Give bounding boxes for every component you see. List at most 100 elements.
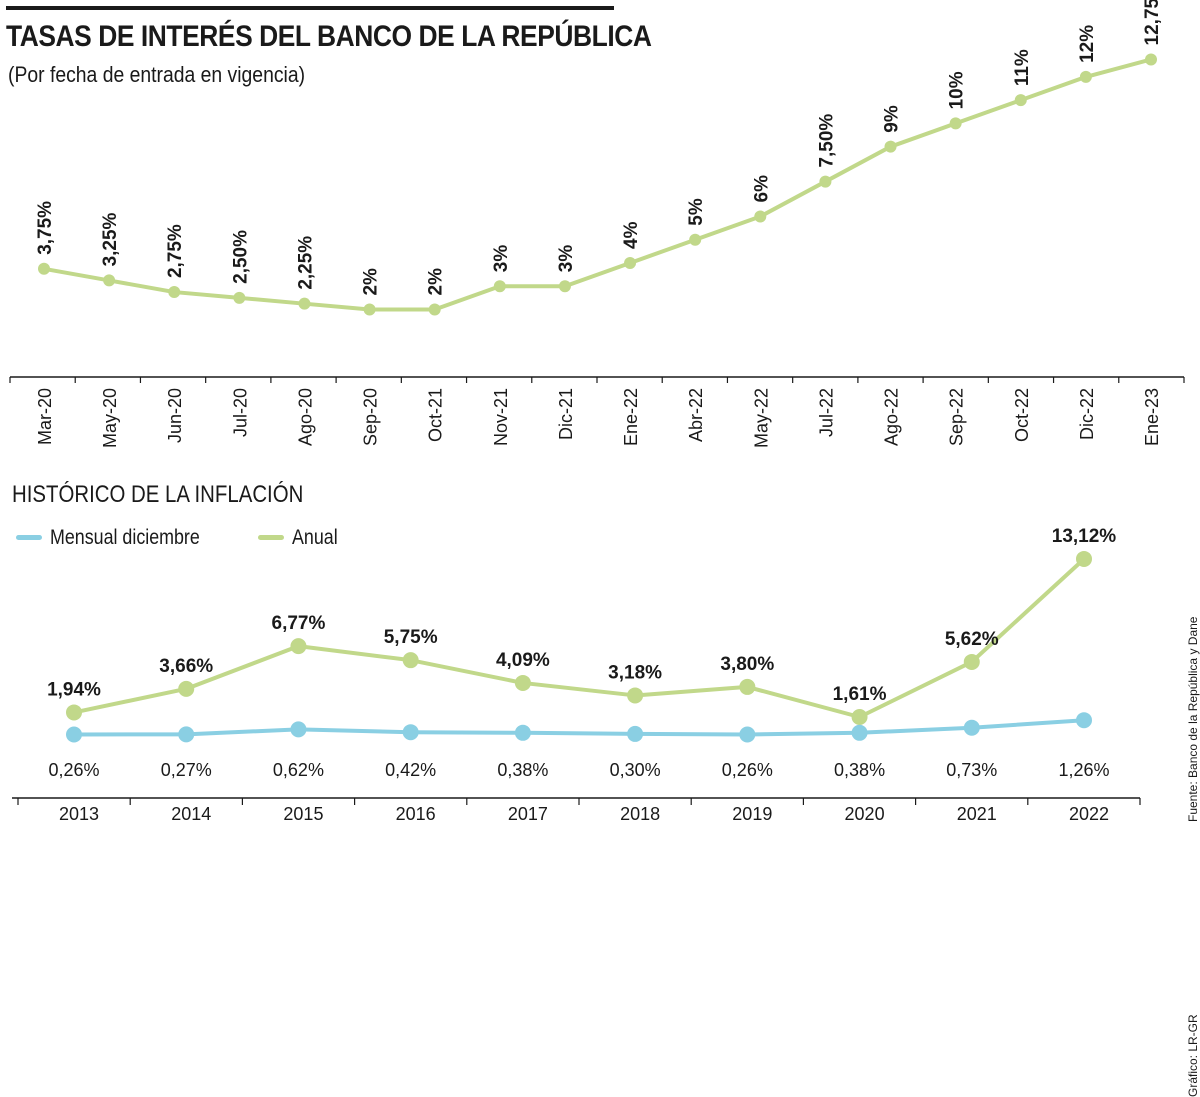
x-tick-label: May-22 — [751, 388, 771, 448]
rates-chart: 3,75% Mar-20 3,25% May-20 2,75% Jun-20 2,50% Ju… — [9, 0, 1185, 448]
rate-point — [428, 303, 441, 316]
anual-value-label: 13,12% — [1052, 526, 1117, 547]
legend-label-mensual: Mensual diciembre — [50, 525, 200, 549]
top-rule — [6, 6, 614, 10]
anual-point — [851, 709, 868, 725]
x-tick-label: Oct-21 — [426, 388, 446, 442]
x-tick-label: Abr-22 — [686, 388, 706, 442]
x-tick-label: 2021 — [957, 804, 997, 824]
rate-value-label: 11% — [1012, 49, 1033, 86]
mensual-value-label: 0,26% — [48, 760, 99, 780]
x-tick-label: Dic-21 — [556, 388, 576, 440]
mensual-point — [739, 726, 756, 743]
x-tick-label: Ene-22 — [621, 388, 641, 446]
rate-point — [558, 280, 571, 293]
x-tick-label: 2014 — [171, 804, 211, 824]
x-tick-label: Sep-20 — [361, 388, 381, 446]
legend: Mensual diciembre Anual — [16, 522, 372, 550]
rate-value-label: 4% — [621, 221, 642, 249]
mensual-line — [73, 718, 1085, 737]
rate-value-label: 2% — [361, 268, 382, 296]
inflation-title: HISTÓRICO DE LA INFLACIÓN — [12, 481, 304, 508]
rate-value-label: 7,50% — [816, 114, 837, 168]
rate-value-label: 10% — [947, 71, 968, 109]
x-tick-label: Mar-20 — [35, 388, 55, 445]
inflation-chart: 1,94% 3,66% 6,77% 5,75% 4,09% 3,18% 3,80% 1,61%… — [12, 526, 1141, 824]
rate-value-label: 2,50% — [230, 230, 251, 284]
mensual-value-label: 0,38% — [497, 760, 548, 780]
anual-point — [514, 674, 531, 691]
chart-subtitle: (Por fecha de entrada en vigencia) — [8, 62, 306, 87]
rate-point — [233, 291, 246, 304]
mensual-point — [627, 725, 644, 742]
rate-value-label: 2,25% — [295, 236, 316, 290]
mensual-value-label: 1,26% — [1058, 760, 1109, 780]
x-tick-label: Oct-22 — [1012, 388, 1032, 442]
anual-point — [66, 704, 82, 721]
x-tick-label: Ene-23 — [1142, 388, 1162, 446]
x-tick-label: Jul-22 — [816, 388, 836, 437]
rate-point — [754, 210, 767, 223]
mensual-point — [1076, 712, 1092, 729]
rate-value-label: 3% — [491, 245, 512, 273]
anual-point — [178, 680, 195, 697]
legend-label-anual: Anual — [292, 525, 338, 549]
mensual-value-label: 0,42% — [385, 760, 436, 780]
x-tick-label: 2022 — [1069, 804, 1109, 824]
anual-value-label: 3,18% — [608, 662, 662, 683]
anual-value-label: 5,75% — [384, 627, 438, 648]
mensual-value-label: 0,30% — [610, 760, 661, 780]
x-tick-label: Jun-20 — [165, 388, 185, 443]
anual-value-label: 3,66% — [159, 656, 213, 677]
x-tick-label: Dic-22 — [1077, 388, 1097, 440]
mensual-point — [290, 721, 307, 738]
x-tick-label: 2020 — [845, 804, 885, 824]
rate-point — [103, 274, 116, 287]
mensual-point — [514, 724, 531, 741]
rate-point — [949, 117, 962, 130]
rate-value-label: 9% — [882, 105, 903, 133]
anual-line — [73, 557, 1086, 719]
mensual-point — [66, 726, 82, 743]
anual-value-label: 1,61% — [833, 684, 887, 705]
x-tick-label: 2015 — [283, 804, 323, 824]
rate-point — [1079, 70, 1092, 83]
anual-point — [739, 678, 756, 695]
rate-point — [1014, 94, 1027, 107]
mensual-value-label: 0,38% — [834, 760, 885, 780]
rate-value-label: 3,75% — [35, 201, 56, 255]
legend-swatch-mensual — [16, 535, 42, 540]
mensual-point — [851, 724, 868, 741]
x-tick-label: Sep-22 — [947, 388, 967, 446]
anual-value-label: 4,09% — [496, 650, 550, 671]
legend-item-mensual: Mensual diciembre — [16, 526, 226, 550]
credit-note: Gráfico: LR-GR — [1186, 1014, 1200, 1097]
x-tick-label: 2017 — [508, 804, 548, 824]
anual-value-label: 5,62% — [945, 629, 999, 650]
rate-value-label: 12,75% — [1142, 0, 1163, 45]
anual-value-label: 3,80% — [720, 654, 774, 675]
rate-value-label: 6% — [751, 175, 772, 203]
anual-value-label: 6,77% — [272, 613, 326, 634]
rate-point — [168, 286, 181, 299]
x-tick-label: 2013 — [59, 804, 99, 824]
rate-point — [1145, 53, 1157, 66]
anual-point — [290, 638, 307, 655]
mensual-point — [402, 724, 419, 741]
mensual-value-label: 0,26% — [722, 760, 773, 780]
x-tick-label: 2018 — [620, 804, 660, 824]
legend-item-anual: Anual — [258, 526, 346, 550]
rate-point — [363, 303, 376, 316]
x-tick-label: Ago-22 — [882, 388, 902, 446]
legend-swatch-anual — [258, 535, 285, 540]
x-tick-label: Nov-21 — [491, 388, 511, 446]
x-tick-label: Ago-20 — [295, 388, 315, 446]
x-tick-label: Jul-20 — [230, 388, 250, 437]
rate-point — [689, 233, 702, 246]
rate-point — [624, 256, 637, 269]
rate-point — [493, 280, 506, 293]
rate-value-label: 5% — [686, 198, 707, 226]
mensual-value-label: 0,73% — [946, 760, 997, 780]
anual-point — [963, 653, 980, 670]
x-tick-label: 2016 — [396, 804, 436, 824]
